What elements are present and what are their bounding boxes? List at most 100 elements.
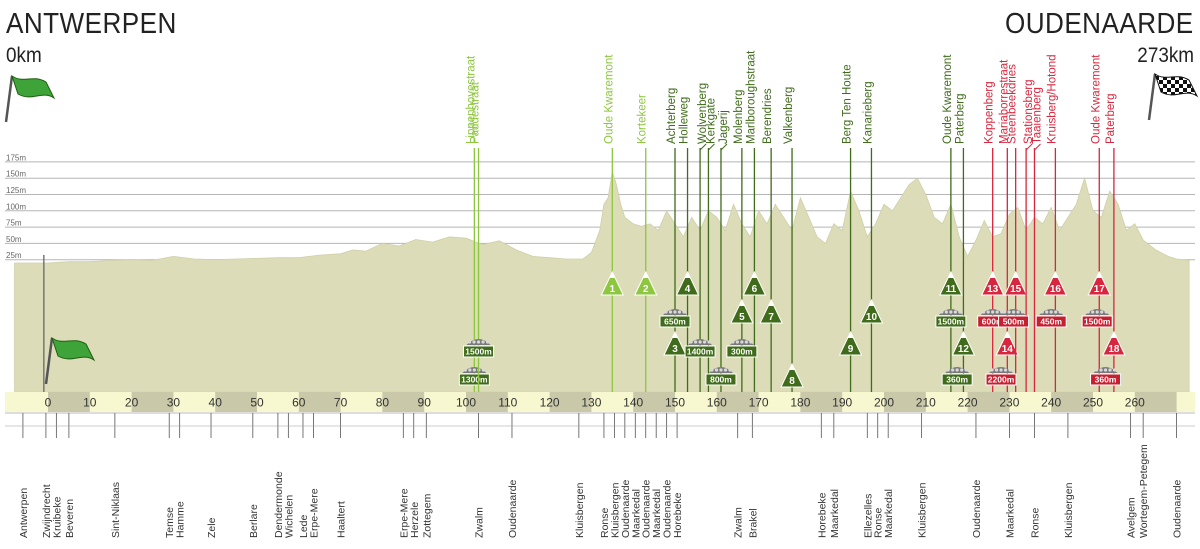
climb-marker [980,270,1005,296]
start-flag-icon [4,74,56,123]
climb-name-label: Oude Kwaremont [1090,54,1102,144]
cobble-stone-dot [1103,368,1108,372]
climb-marker [951,330,976,356]
x-tick-label: 260 [1125,396,1145,410]
climb-number-label: 7 [768,312,774,323]
cobble-stone-dot [1108,368,1112,372]
climb-marker-peak [960,333,967,338]
climb-marker [1043,270,1068,296]
climb-tick [708,143,715,151]
climb-marker-peak [642,273,649,278]
cobble-length-label: 2200m [988,375,1015,385]
place-name-label: Kluisbergen [917,482,929,538]
place-name-label: Oudenaarde [971,479,983,538]
cobble-name-label: Lippenhovestraat [465,55,477,144]
cobble-stone-dot [964,368,968,372]
climb-marker-peak [1110,333,1117,338]
climb-name-label: Stationsberg [1023,79,1035,144]
cobble-length-label: 500m [1003,317,1025,327]
climb-number-label: 6 [752,284,758,295]
cobble-icon [729,339,754,345]
cobble-icon [1001,309,1026,315]
place-name-label: Lede [298,514,310,538]
climb-name-label: Berendries [762,88,774,144]
x-tick-label: 80 [376,396,390,410]
cobble-icon [1093,367,1118,373]
climb-marker [600,270,625,296]
place-name-label: Horebeke [672,492,684,538]
climb-tick [720,143,728,151]
cobble-length-label: 360m [946,375,968,385]
cobble-stone-dot [749,340,753,344]
climb-marker [859,298,884,324]
cobble-stone-dot [481,340,485,344]
climb-marker-peak [1096,273,1103,278]
km-band-segment [549,392,592,412]
cobble-stone-dot [463,368,467,372]
place-name-label: Kluisbergen [574,482,586,538]
cobble-stone-dot [991,310,995,314]
x-tick-label: 250 [1083,396,1103,410]
km-band-segment [466,392,508,412]
x-tick-label: 180 [790,396,810,410]
climb-name-label: Kerkgate [705,98,717,144]
cobble-stone-dot [951,368,955,372]
x-tick-label: 210 [916,396,936,410]
cobble-stone-dot [1016,310,1020,314]
climb-marker [838,330,863,356]
cobble-length-box [1035,315,1067,328]
climb-marker [633,270,658,296]
cobble-stone-dot [960,368,964,372]
climb-marker-peak [847,333,854,338]
climb-name-label: Valkenberg [783,87,795,144]
cobble-stone-dot [707,340,711,344]
place-name-label: Antwerpen [18,488,30,538]
cobble-length-label: 1500m [465,347,492,357]
km-band-segment [884,392,926,412]
cobble-stone-dot [1003,368,1008,372]
cobble-stone-dot [1104,310,1108,314]
place-name-label: Maarkedal [1004,489,1016,538]
place-name-label: Oudenaarde [641,479,653,538]
cobble-icon [1039,309,1064,315]
cobble-stone-dot [953,310,957,314]
cobble-stone-dot [1020,310,1025,314]
cobble-stone-dot [990,368,994,372]
place-name-label: Kluisbergen [1063,482,1075,538]
cobble-length-label: 1300m [461,375,488,385]
cobble-stone-dot [944,310,948,314]
cobble-length-label: 1500m [1084,317,1111,327]
place-name-label: Haaltert [336,501,348,538]
climb-marker [1087,270,1112,296]
cobble-length-box [458,373,490,386]
km-band-segment [716,392,759,412]
climb-marker-peak [738,301,745,306]
climb-number-label: 17 [1094,284,1106,295]
cobble-stone-dot [476,340,481,344]
place-name-label: Ronse [599,507,611,538]
place-name-label: Zwalm [474,507,486,538]
cobble-stone-dot [999,368,1003,372]
cobble-stone-dot [481,368,485,372]
cobble-length-label: 1500m [938,317,965,327]
cobble-stone-dot [719,368,723,372]
place-name-label: Horebeke [816,492,828,538]
climb-name-label: Achterberg [666,88,678,144]
cobble-icon [688,339,713,345]
climb-marker-peak [868,301,875,306]
climb-number-label: 3 [672,344,678,355]
climb-name-label: Oude Kwaremont [603,54,615,144]
cobble-stone-dot [949,310,953,314]
climb-marker-peak [1052,273,1059,278]
cobble-stone-dot [668,310,673,314]
x-tick-label: 10 [83,396,97,410]
climb-tick [1025,143,1033,151]
x-tick-label: 190 [832,396,852,410]
climb-marker [663,330,687,356]
cobble-stone-dot [485,340,490,344]
cobble-stone-dot [958,310,962,314]
climb-number-label: 9 [848,344,854,355]
cobble-stone-dot [982,310,986,314]
cobble-stone-dot [682,310,686,314]
